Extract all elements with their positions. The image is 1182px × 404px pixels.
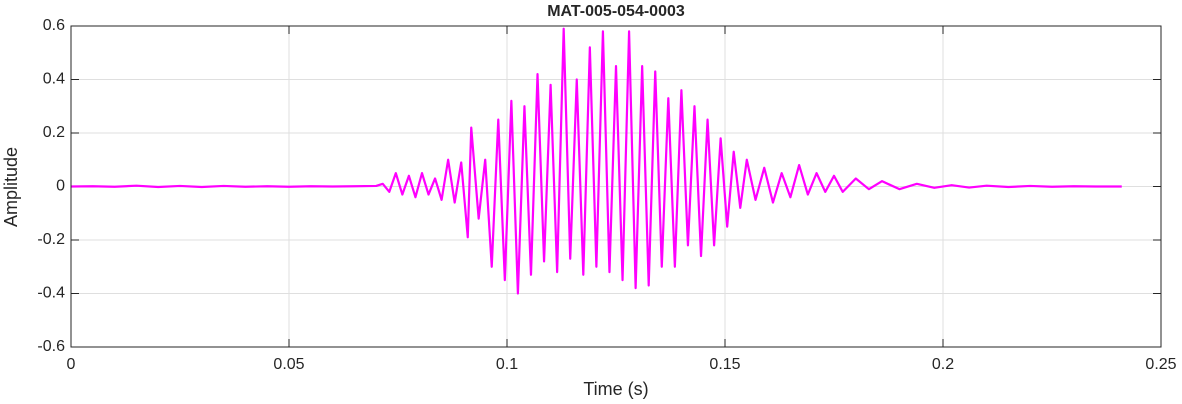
y-axis-label: Amplitude	[1, 147, 21, 227]
plot-frame	[70, 25, 1162, 348]
x-tick-label: 0.25	[1145, 356, 1176, 373]
x-tick-label: 0	[67, 356, 76, 373]
x-tick-label: 0.2	[932, 356, 954, 373]
x-tick-label: 0.15	[709, 356, 740, 373]
y-tick-label: -0.2	[37, 231, 65, 248]
x-tick-label: 0.1	[496, 356, 518, 373]
x-axis-label: Time (s)	[583, 379, 648, 399]
y-tick-label: 0.4	[43, 71, 65, 88]
y-tick-label: -0.6	[37, 338, 65, 355]
x-tick-label: 0.05	[273, 356, 304, 373]
y-tick-label: 0.6	[43, 17, 65, 34]
chart-title: MAT-005-054-0003	[547, 3, 685, 20]
y-tick-label: -0.4	[37, 285, 65, 302]
y-tick-label: 0.2	[43, 124, 65, 141]
y-tick-label: 0	[56, 178, 65, 195]
waveform-line	[70, 27, 1122, 295]
